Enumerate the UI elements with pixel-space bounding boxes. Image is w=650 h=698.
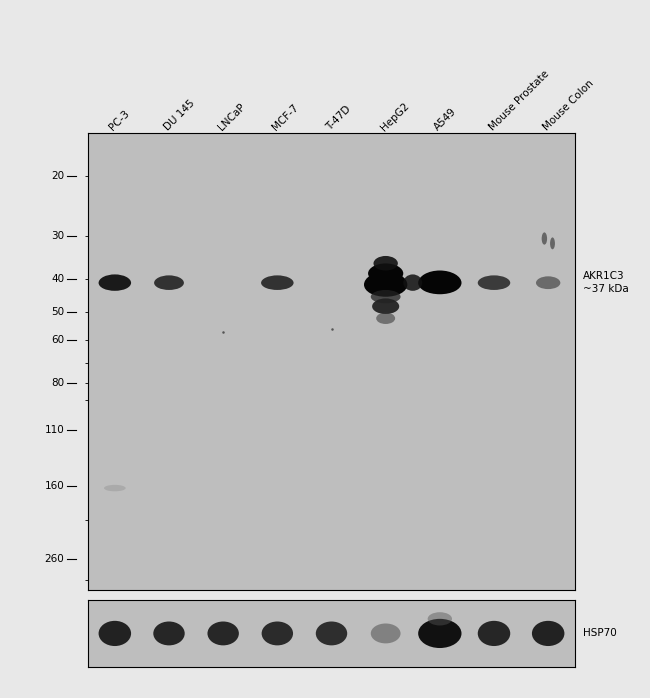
Text: 80: 80: [51, 378, 64, 387]
Ellipse shape: [153, 621, 185, 646]
Ellipse shape: [428, 612, 452, 625]
Text: A549: A549: [433, 107, 459, 133]
Text: 60: 60: [51, 335, 64, 345]
Ellipse shape: [364, 272, 408, 297]
Ellipse shape: [99, 274, 131, 291]
Ellipse shape: [370, 623, 400, 644]
Text: AKR1C3
~37 kDa: AKR1C3 ~37 kDa: [582, 272, 629, 295]
Text: 160: 160: [45, 481, 64, 491]
Text: HepG2: HepG2: [378, 101, 411, 133]
Text: 50: 50: [51, 308, 64, 318]
Ellipse shape: [418, 619, 461, 648]
Ellipse shape: [550, 237, 555, 249]
Ellipse shape: [374, 256, 398, 271]
Ellipse shape: [403, 274, 422, 291]
Ellipse shape: [478, 276, 510, 290]
Ellipse shape: [316, 621, 347, 646]
Text: 260: 260: [45, 554, 64, 564]
Text: 40: 40: [51, 274, 64, 284]
Text: PC-3: PC-3: [108, 109, 132, 133]
Ellipse shape: [207, 621, 239, 646]
Text: LNCaP: LNCaP: [216, 102, 247, 133]
Ellipse shape: [478, 621, 510, 646]
Text: Mouse Colon: Mouse Colon: [541, 78, 595, 133]
Text: Mouse Prostate: Mouse Prostate: [487, 69, 551, 133]
Ellipse shape: [99, 621, 131, 646]
Ellipse shape: [368, 263, 403, 283]
Text: DU 145: DU 145: [162, 98, 196, 133]
Ellipse shape: [541, 232, 547, 244]
Ellipse shape: [376, 313, 395, 324]
Ellipse shape: [418, 271, 461, 295]
Ellipse shape: [536, 276, 560, 289]
Ellipse shape: [261, 276, 294, 290]
Ellipse shape: [372, 299, 399, 314]
Text: MCF-7: MCF-7: [270, 103, 300, 133]
Ellipse shape: [104, 485, 125, 491]
Text: 30: 30: [51, 231, 64, 242]
Text: T-47D: T-47D: [324, 104, 353, 133]
Ellipse shape: [532, 621, 564, 646]
Ellipse shape: [370, 290, 400, 303]
Ellipse shape: [154, 276, 184, 290]
Text: 110: 110: [45, 425, 64, 436]
Ellipse shape: [261, 621, 293, 646]
Text: HSP70: HSP70: [582, 628, 616, 639]
Text: 20: 20: [51, 170, 64, 181]
